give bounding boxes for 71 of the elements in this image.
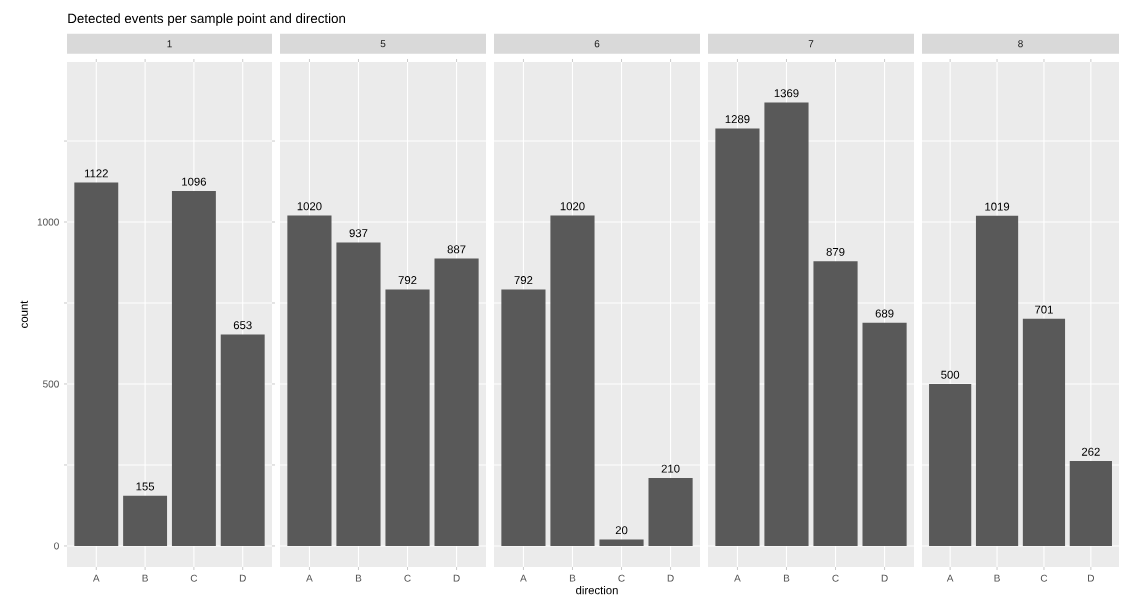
x-tick-label: A — [734, 574, 741, 582]
bar — [813, 261, 858, 546]
bar — [929, 383, 972, 546]
x-tick-label: A — [92, 574, 100, 582]
x-tick-label: B — [355, 574, 362, 582]
data-label: 500 — [941, 370, 960, 379]
x-tick-label: B — [142, 574, 148, 582]
x-tick-label: B — [994, 574, 1000, 582]
x-tick-label: D — [881, 574, 888, 582]
data-label: 653 — [233, 321, 252, 330]
data-label: 262 — [1081, 447, 1100, 456]
bar — [171, 190, 216, 546]
bar — [1022, 318, 1066, 546]
data-label: 792 — [398, 276, 417, 285]
x-tick-label: B — [569, 574, 576, 582]
x-axis-title: direction — [576, 585, 618, 595]
data-label: 1369 — [774, 89, 799, 98]
data-label: 210 — [661, 464, 680, 473]
data-label: 20 — [615, 526, 628, 535]
data-label: 1020 — [297, 202, 322, 211]
data-label: 689 — [875, 309, 894, 318]
data-label: 701 — [1035, 305, 1053, 314]
y-axis-title: count — [20, 300, 28, 328]
bar — [385, 289, 430, 546]
x-tick-label: A — [520, 574, 527, 582]
bar — [648, 477, 693, 546]
chart-subtitle: 1 — [167, 40, 172, 48]
bar — [975, 215, 1019, 546]
data-label: 1289 — [725, 115, 750, 124]
y-tick-label: 0 — [54, 542, 59, 550]
x-tick-label: A — [946, 574, 954, 582]
x-tick-label: C — [618, 574, 625, 582]
bar — [336, 242, 381, 546]
y-tick-label: 1000 — [37, 218, 59, 226]
data-label: 879 — [826, 247, 845, 256]
x-tick-label: C — [1040, 574, 1048, 582]
data-label: 792 — [514, 276, 533, 285]
data-label: 1122 — [84, 169, 108, 178]
bar — [715, 128, 760, 546]
data-label: 887 — [447, 245, 466, 254]
x-tick-label: B — [783, 574, 790, 582]
chart-subtitle: 6 — [594, 40, 600, 48]
data-label: 1096 — [182, 177, 207, 186]
bar — [599, 539, 644, 546]
x-tick-label: D — [453, 574, 460, 582]
chart-subtitle: 7 — [808, 40, 814, 48]
chart-subtitle: 8 — [1018, 40, 1023, 48]
data-label: 1020 — [560, 202, 585, 211]
bar — [287, 215, 332, 546]
x-tick-label: C — [832, 574, 839, 582]
bar — [501, 289, 546, 546]
bar — [220, 334, 265, 546]
x-tick-label: D — [239, 574, 246, 582]
data-label: 1019 — [985, 202, 1010, 211]
bar — [1069, 461, 1112, 546]
chart-title: Detected events per sample point and direction — [68, 13, 346, 26]
data-label: 155 — [136, 482, 155, 491]
bar — [123, 495, 168, 546]
x-tick-label: D — [1088, 574, 1094, 582]
x-tick-label: C — [404, 574, 411, 582]
x-tick-label: D — [667, 574, 674, 582]
bar — [862, 322, 907, 546]
bar — [550, 215, 595, 546]
bar — [434, 258, 479, 546]
bar — [74, 182, 119, 546]
x-tick-label: A — [306, 574, 313, 582]
x-tick-label: C — [190, 574, 198, 582]
chart-subtitle: 5 — [380, 40, 386, 48]
data-label: 937 — [349, 229, 368, 238]
bar — [764, 102, 809, 546]
y-tick-label: 500 — [43, 380, 59, 388]
